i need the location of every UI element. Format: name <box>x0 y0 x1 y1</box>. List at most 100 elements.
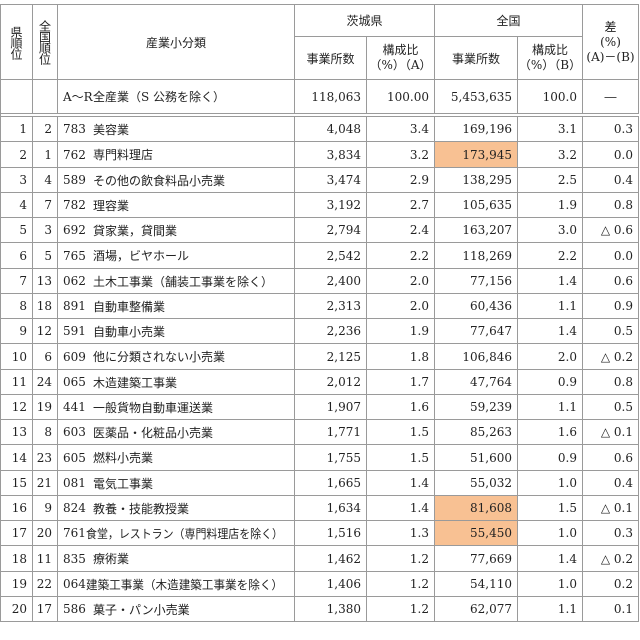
cell: 51,600 <box>435 445 518 471</box>
industry-code: A～R <box>63 90 93 104</box>
cell: △ 0.6 <box>583 218 639 243</box>
header-text: 事業所数 <box>451 51 500 66</box>
cell: 0.3 <box>583 117 639 142</box>
cell: 2.0 <box>367 269 435 294</box>
industry-code: 891 <box>63 299 86 313</box>
value-text: 3.2 <box>557 147 577 162</box>
cell: 173,945 <box>435 142 518 168</box>
cell: 18 <box>1 546 33 572</box>
cell: 1.4 <box>518 546 583 572</box>
industry-name: 燃料小売業 <box>93 451 154 465</box>
industry-name: 菓子・パン小売業 <box>93 602 190 617</box>
header-cell: 全国順位 <box>33 5 58 80</box>
name-cell: 603 医薬品・化粧品小売業 <box>58 420 295 445</box>
rank-text: 16 <box>11 501 27 515</box>
cell: 1.1 <box>518 395 583 420</box>
cell: 2.2 <box>367 243 435 269</box>
cell: 14 <box>1 445 33 471</box>
cell: 2.0 <box>518 344 583 370</box>
cell: 1.2 <box>367 572 435 597</box>
value-text: 1.1 <box>557 602 577 616</box>
industry-name: 教養・技能教授業 <box>93 501 190 516</box>
value-text: 1.5 <box>557 501 577 515</box>
industry-name: 他に分類されない小売業 <box>93 350 226 364</box>
cell: 18 <box>33 294 58 319</box>
value-text: 1.5 <box>409 425 429 439</box>
cell: 2.7 <box>367 193 435 218</box>
cell: 1 <box>1 117 33 142</box>
header-text: 事業所数 <box>306 51 355 66</box>
name-cell: 064 建築工事業（木造建築工事業を除く） <box>58 572 295 597</box>
value-text: 138,295 <box>462 173 512 187</box>
value-text: 1.2 <box>409 577 429 591</box>
header-cell: 事業所数 <box>295 37 367 80</box>
value-text: 2,313 <box>326 299 361 313</box>
value-text: 2,236 <box>326 324 361 338</box>
cell: 7 <box>1 269 33 294</box>
industry-code: 603 <box>63 425 86 439</box>
value-text: 3,474 <box>326 173 361 187</box>
industry-code: 081 <box>63 476 86 490</box>
value-text: 1.4 <box>409 476 429 490</box>
rank-text: 22 <box>36 577 52 591</box>
name-cell: 065 木造建築工事業 <box>58 370 295 395</box>
name-cell: 783 美容業 <box>58 117 295 142</box>
rank-text: 14 <box>11 450 27 465</box>
industry-code: 692 <box>63 223 86 237</box>
value-text: 1,462 <box>326 551 361 566</box>
cell: 5,453,635 <box>435 80 518 114</box>
value-text: 1,771 <box>326 425 361 439</box>
rank-text: 24 <box>36 375 52 389</box>
cell: 77,669 <box>435 546 518 572</box>
rank-text: 9 <box>44 501 52 515</box>
cell: 2.5 <box>518 168 583 193</box>
cell: 1,907 <box>295 395 367 420</box>
value-text: 0.4 <box>613 476 633 490</box>
value-text: 3.0 <box>557 223 577 237</box>
cell: 1,380 <box>295 597 367 622</box>
name-cell: 441 一般貨物自動車運送業 <box>58 395 295 420</box>
value-text: 100.0 <box>542 89 577 104</box>
cell: 13 <box>1 420 33 445</box>
cell: ― <box>583 80 639 114</box>
value-text: 105,635 <box>462 198 512 212</box>
cell: 8 <box>33 420 58 445</box>
value-text: 0.9 <box>557 375 577 389</box>
value-text: 2,125 <box>326 349 361 364</box>
industry-code: 761 <box>63 526 86 540</box>
rank-text: 10 <box>11 349 27 364</box>
cell: 55,032 <box>435 471 518 496</box>
cell: 1,771 <box>295 420 367 445</box>
cell: 1.0 <box>518 471 583 496</box>
rank-text: 17 <box>36 602 52 616</box>
value-text: 169,196 <box>462 122 512 136</box>
industry-name: 酒場，ビヤホール <box>93 249 190 263</box>
name-cell: A～R 全産業（S 公務を除く） <box>58 80 295 114</box>
cell: 62,077 <box>435 597 518 622</box>
value-text: 2.7 <box>409 198 429 212</box>
cell: 3,192 <box>295 193 367 218</box>
header-text: (%) <box>600 34 621 49</box>
value-text: △ 0.2 <box>600 349 633 364</box>
value-text: 55,032 <box>470 476 512 490</box>
rank-text: 19 <box>36 400 52 414</box>
value-text: 1.4 <box>557 551 577 566</box>
cell: 1.4 <box>367 471 435 496</box>
cell: 23 <box>33 445 58 471</box>
value-text: 1,907 <box>326 400 361 414</box>
cell: 77,647 <box>435 319 518 344</box>
cell: 0.4 <box>583 168 639 193</box>
cell: 0.9 <box>518 370 583 395</box>
cell: 2,012 <box>295 370 367 395</box>
rank-text: 3 <box>19 173 27 187</box>
name-cell: 586 菓子・パン小売業 <box>58 597 295 622</box>
rank-text: 13 <box>36 274 52 288</box>
value-text: 1.3 <box>409 526 429 540</box>
value-text: 3,834 <box>326 147 361 162</box>
value-text: 1.5 <box>409 450 429 465</box>
cell: 3,474 <box>295 168 367 193</box>
value-text: 77,669 <box>470 551 512 566</box>
cell: 0.5 <box>583 395 639 420</box>
name-cell: 891 自動車整備業 <box>58 294 295 319</box>
value-text: 1.4 <box>557 324 577 338</box>
